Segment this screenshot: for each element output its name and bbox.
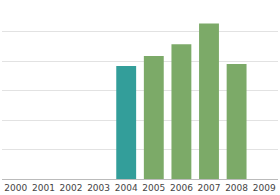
svg-text:2000: 2000 (4, 183, 27, 193)
svg-text:2003: 2003 (87, 183, 110, 193)
svg-text:2005: 2005 (142, 183, 165, 193)
svg-text:2006: 2006 (170, 183, 193, 193)
svg-text:2002: 2002 (60, 183, 83, 193)
svg-text:2001: 2001 (32, 183, 55, 193)
svg-text:2009: 2009 (253, 183, 276, 193)
svg-text:2004: 2004 (115, 183, 138, 193)
svg-text:2007: 2007 (198, 183, 221, 193)
svg-text:2008: 2008 (225, 183, 248, 193)
